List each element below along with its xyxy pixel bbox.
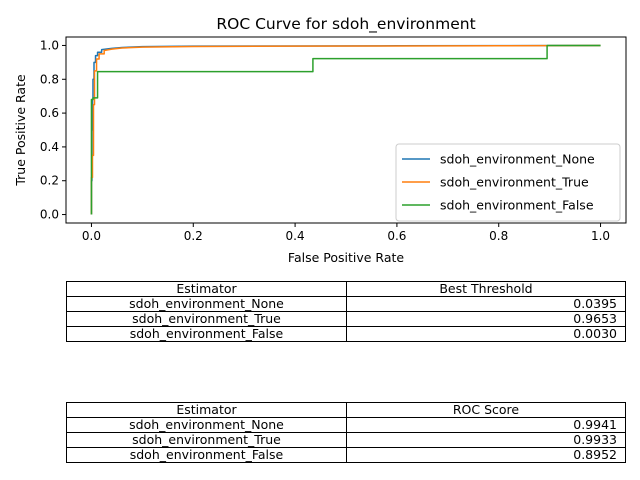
x-tick-label: 0.8 xyxy=(489,229,508,243)
chart-title: ROC Curve for sdoh_environment xyxy=(216,15,475,34)
y-tick-label: 1.0 xyxy=(40,38,59,52)
table-header-cell: Best Threshold xyxy=(346,281,626,297)
table-row: sdoh_environment_None 0.9941 xyxy=(66,417,626,433)
table-row: sdoh_environment_False 0.8952 xyxy=(66,447,626,463)
y-axis-label: True Positive Rate xyxy=(13,74,28,187)
table-header-cell: ROC Score xyxy=(346,402,626,418)
legend: sdoh_environment_None sdoh_environment_Tr… xyxy=(395,143,621,222)
legend-label: sdoh_environment_None xyxy=(440,152,595,167)
table-cell: 0.9933 xyxy=(346,432,626,448)
table-cell: sdoh_environment_True xyxy=(66,311,347,327)
x-tick-label: 1.0 xyxy=(591,229,610,243)
table-row: sdoh_environment_True 0.9653 xyxy=(66,311,626,327)
legend-label: sdoh_environment_False xyxy=(440,198,594,213)
x-tick-label: 0.2 xyxy=(184,229,203,243)
y-tick-label: 0.4 xyxy=(40,140,59,154)
table-cell: sdoh_environment_True xyxy=(66,432,347,448)
table-row: sdoh_environment_False 0.0030 xyxy=(66,326,626,342)
table-header-cell: Estimator xyxy=(66,402,347,418)
y-tick-label: 0.2 xyxy=(40,174,59,188)
table-cell: sdoh_environment_False xyxy=(66,326,347,342)
plot-frame xyxy=(65,36,627,224)
table-cell: 0.0395 xyxy=(346,296,626,312)
table-header-row: Estimator Best Threshold xyxy=(66,281,626,297)
legend-frame xyxy=(395,143,621,222)
x-axis-label: False Positive Rate xyxy=(288,250,404,265)
table-row: sdoh_environment_None 0.0395 xyxy=(66,296,626,312)
y-tick-label: 0.0 xyxy=(40,208,59,222)
y-axis-ticks: 0.0 0.2 0.4 0.6 0.8 1.0 xyxy=(40,38,66,222)
table-row: sdoh_environment_True 0.9933 xyxy=(66,432,626,448)
table-cell: sdoh_environment_None xyxy=(66,417,347,433)
best-threshold-table: Estimator Best Threshold sdoh_environmen… xyxy=(66,281,626,342)
roc-chart: ROC Curve for sdoh_environment 0.0 0.2 0.4… xyxy=(13,15,627,265)
table-cell: 0.9653 xyxy=(346,311,626,327)
table-cell: sdoh_environment_False xyxy=(66,447,347,463)
x-axis-ticks: 0.0 0.2 0.4 0.6 0.8 1.0 xyxy=(82,223,610,243)
table-header-cell: Estimator xyxy=(66,281,347,297)
table-cell: sdoh_environment_None xyxy=(66,296,347,312)
series-line-1 xyxy=(90,44,601,215)
table-cell: 0.9941 xyxy=(346,417,626,433)
x-tick-label: 0.4 xyxy=(286,229,305,243)
roc-score-table: Estimator ROC Score sdoh_environment_Non… xyxy=(66,402,626,463)
legend-label: sdoh_environment_True xyxy=(440,175,589,190)
series-line-2 xyxy=(90,44,601,215)
x-tick-label: 0.0 xyxy=(82,229,101,243)
table-cell: 0.8952 xyxy=(346,447,626,463)
table-header-row: Estimator ROC Score xyxy=(66,402,626,418)
y-tick-label: 0.6 xyxy=(40,106,59,120)
plot-lines xyxy=(90,44,601,215)
x-tick-label: 0.6 xyxy=(387,229,406,243)
y-tick-label: 0.8 xyxy=(40,72,59,86)
table-cell: 0.0030 xyxy=(346,326,626,342)
